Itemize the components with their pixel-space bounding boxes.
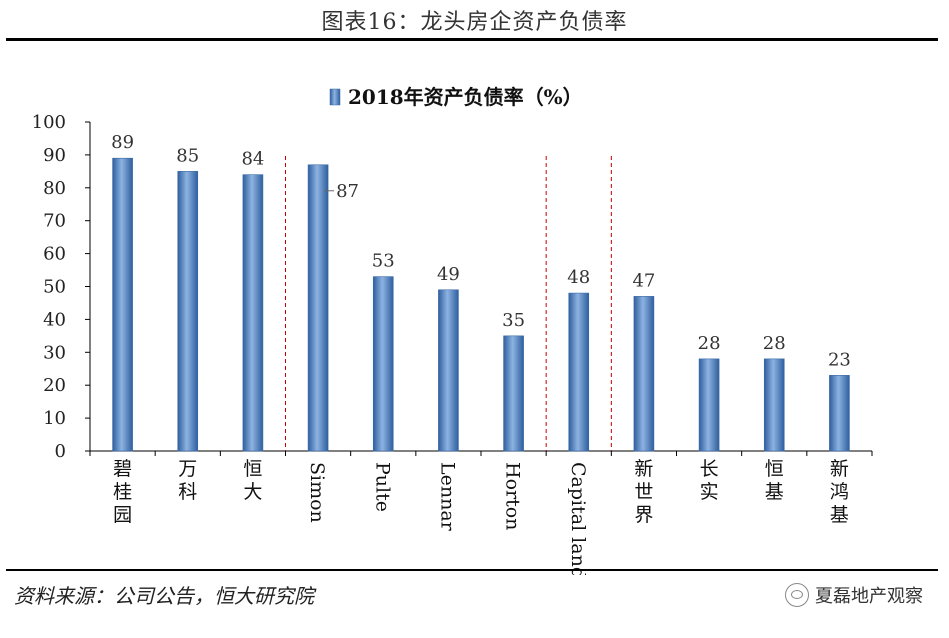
bar <box>503 335 524 452</box>
category-label: 园 <box>113 504 132 526</box>
category-label: 新 <box>634 458 653 480</box>
bar <box>112 157 133 452</box>
category-label: 实 <box>700 481 719 503</box>
y-tick-label: 30 <box>43 342 66 363</box>
y-tick-label: 70 <box>43 211 66 232</box>
y-tick-label: 40 <box>43 309 66 330</box>
bar <box>829 375 850 452</box>
category-label: 万 <box>178 458 197 480</box>
y-tick-label: 80 <box>43 178 66 199</box>
wechat-icon <box>785 583 809 607</box>
category-label: 基 <box>830 504 849 526</box>
bar <box>372 276 394 452</box>
bottom-rule <box>6 569 938 571</box>
value-label: 89 <box>111 132 134 153</box>
value-label: 35 <box>502 310 525 331</box>
y-tick-label: 0 <box>55 441 66 462</box>
category-label: 新 <box>830 458 849 480</box>
bar <box>633 296 655 452</box>
y-tick-label: 90 <box>43 145 66 166</box>
top-rule <box>6 38 938 41</box>
watermark: 夏磊地产观察 <box>785 582 923 608</box>
category-label: Pulte <box>371 462 393 512</box>
value-label: 47 <box>632 270 655 291</box>
value-label: 53 <box>372 251 395 272</box>
value-label: 49 <box>437 264 460 285</box>
y-tick-label: 20 <box>43 375 66 396</box>
y-tick-label: 60 <box>43 244 66 265</box>
value-label: 48 <box>567 267 590 288</box>
bar-chart: 2018年资产负债率（%） 0 10 20 30 40 50 60 70 80 90 100 89 碧桂园… <box>32 85 873 575</box>
bar <box>568 292 590 452</box>
category-label: 基 <box>765 481 784 503</box>
category-label: 大 <box>243 481 262 503</box>
value-label: 28 <box>698 333 721 354</box>
bar <box>177 171 199 452</box>
y-tick-label: 100 <box>32 112 66 133</box>
bar <box>438 289 459 452</box>
y-tick-label: 10 <box>43 408 66 429</box>
legend-swatch <box>329 88 341 106</box>
value-label: 28 <box>763 333 786 354</box>
category-label: 界 <box>634 504 653 526</box>
source-note: 资料来源：公司公告，恒大研究院 <box>14 584 314 608</box>
category-label: Simon <box>306 462 328 523</box>
legend-label: 2018年资产负债率（%） <box>348 85 583 109</box>
category-label: Horton <box>502 462 524 530</box>
watermark-text: 夏磊地产观察 <box>815 586 923 607</box>
category-label: 长 <box>700 458 719 480</box>
value-label: 87 <box>336 181 359 202</box>
value-label: 84 <box>241 149 264 170</box>
category-label: 世 <box>634 481 653 503</box>
figure-title: 图表16：龙头房企资产负债率 <box>321 10 628 35</box>
category-label: 科 <box>178 481 197 503</box>
category-label: Capital land <box>567 462 589 575</box>
bar <box>698 358 720 452</box>
category-label: 鸿 <box>830 481 849 503</box>
category-label: 碧 <box>113 458 132 480</box>
bar <box>242 174 264 452</box>
bar <box>763 358 785 452</box>
value-label: 23 <box>828 349 851 370</box>
y-tick-label: 50 <box>43 277 66 298</box>
category-label: 恒 <box>765 458 784 480</box>
category-label: Lennar <box>436 462 458 532</box>
category-label: 桂 <box>113 481 132 503</box>
bar <box>307 164 329 452</box>
category-label: 恒 <box>243 458 262 480</box>
value-label: 85 <box>176 145 199 166</box>
